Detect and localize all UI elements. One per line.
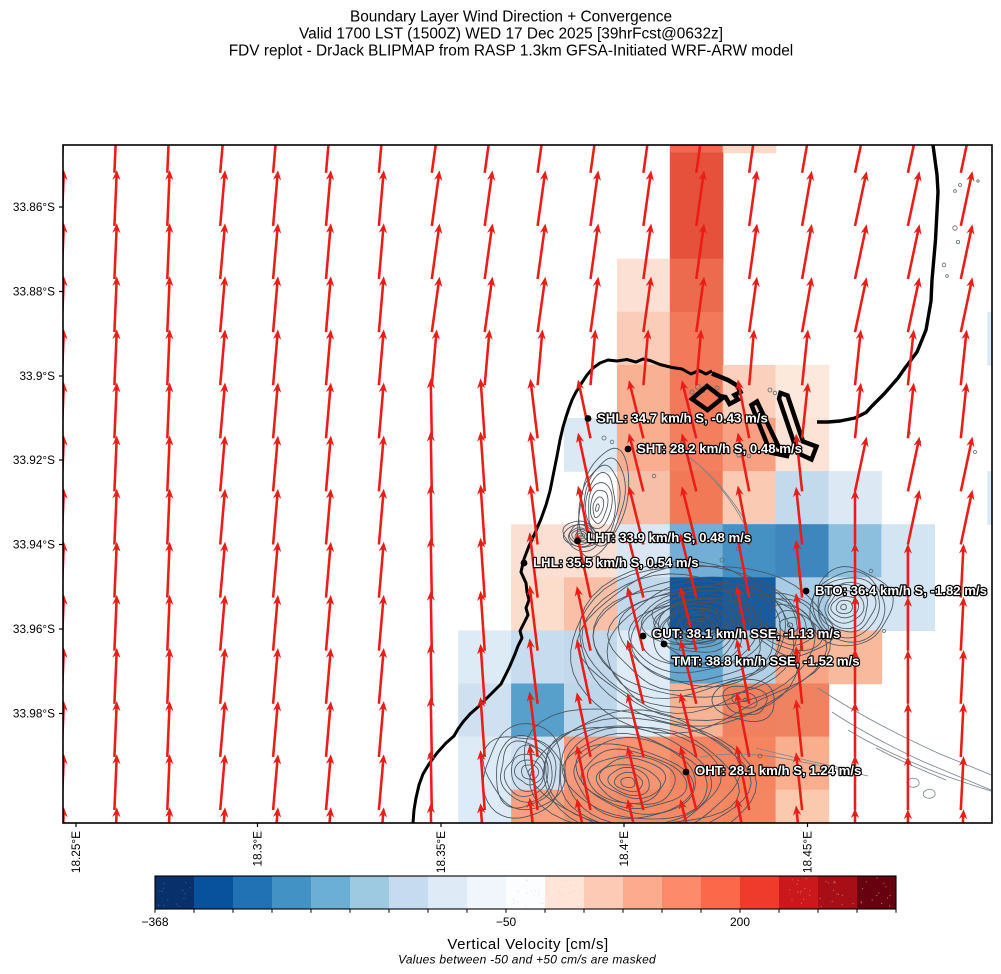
svg-text:33.98°S: 33.98°S xyxy=(13,707,55,721)
svg-text:33.88°S: 33.88°S xyxy=(13,285,55,299)
svg-text:OHT: 28.1 km/h S, 1.24 m/s: OHT: 28.1 km/h S, 1.24 m/s xyxy=(695,763,861,778)
svg-text:Vertical Velocity [cm/s]: Vertical Velocity [cm/s] xyxy=(447,936,608,953)
svg-text:33.96°S: 33.96°S xyxy=(13,622,55,636)
svg-text:33.94°S: 33.94°S xyxy=(13,538,55,552)
svg-text:Valid 1700 LST (1500Z) WED 17: Valid 1700 LST (1500Z) WED 17 Dec 2025 [… xyxy=(299,26,723,43)
svg-text:18.35°E: 18.35°E xyxy=(434,831,448,873)
svg-text:BTO: 36.4 km/h S, -1.82 m/s: BTO: 36.4 km/h S, -1.82 m/s xyxy=(815,583,987,598)
svg-text:18.4°E: 18.4°E xyxy=(617,831,631,867)
svg-text:−50: −50 xyxy=(496,915,517,929)
svg-text:33.92°S: 33.92°S xyxy=(13,453,55,467)
svg-text:33.86°S: 33.86°S xyxy=(13,200,55,214)
svg-text:−368: −368 xyxy=(141,915,168,929)
svg-text:Boundary Layer Wind Direction: Boundary Layer Wind Direction + Converge… xyxy=(350,9,672,26)
svg-text:LHL: 35.5 km/h S, 0.54 m/s: LHL: 35.5 km/h S, 0.54 m/s xyxy=(533,555,699,570)
svg-text:SHL: 34.7 km/h S, -0.43 m/s: SHL: 34.7 km/h S, -0.43 m/s xyxy=(597,411,768,426)
svg-text:FDV replot - DrJack BLIPMAP fr: FDV replot - DrJack BLIPMAP from RASP 1.… xyxy=(229,43,793,60)
svg-text:LHT: 33.9 km/h S, 0.48 m/s: LHT: 33.9 km/h S, 0.48 m/s xyxy=(587,530,751,545)
svg-text:Values between -50 and +50 cm/: Values between -50 and +50 cm/s are mask… xyxy=(398,953,656,967)
svg-text:18.3°E: 18.3°E xyxy=(251,831,265,867)
svg-text:200: 200 xyxy=(730,915,750,929)
svg-text:SHT: 28.2 km/h S, 0.48 m/s: SHT: 28.2 km/h S, 0.48 m/s xyxy=(637,441,802,456)
svg-text:33.9°S: 33.9°S xyxy=(19,369,55,383)
svg-text:18.45°E: 18.45°E xyxy=(801,831,815,873)
svg-text:GUT: 38.1 km/h SSE, -1.13 m/s: GUT: 38.1 km/h SSE, -1.13 m/s xyxy=(652,626,840,641)
svg-text:TMT: 38.8 km/h SSE, -1.52 m/s: TMT: 38.8 km/h SSE, -1.52 m/s xyxy=(672,654,860,669)
svg-text:18.25°E: 18.25°E xyxy=(69,831,83,873)
